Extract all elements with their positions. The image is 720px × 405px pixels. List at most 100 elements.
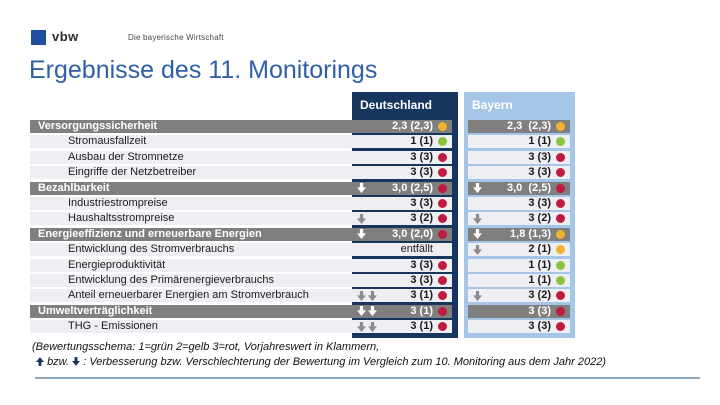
table-row: Industriestrompreise 3 (3) 3 (3) [30,196,575,210]
table-row: Ausbau der Stromnetze 3 (3) 3 (3) [30,150,575,164]
column-gap [452,259,468,272]
column-gap [452,166,468,179]
table-row: Entwicklung des Primärenergieverbrauchs 3… [30,273,575,287]
cell-value: 3 (3) [528,166,551,179]
cell-value: 3 (2) [528,289,551,302]
cell-deutschland: 3 (1) [352,289,452,303]
bottom-rule [35,377,700,379]
trend-arrows [357,229,366,240]
footnote-line2-rest: : Verbesserung bzw. Verschlechterung der… [83,356,606,368]
column-gap [452,305,468,318]
status-dot [438,183,447,193]
cell-value: 3 (2) [528,212,551,225]
cell-bayern: 3 (3) [468,166,570,180]
cell-value: 3 (3) [528,196,551,209]
trend-arrows [357,306,377,317]
cell-value: 3,0 (2,0) [392,227,433,240]
cell-value: 3 (3) [528,304,551,317]
vbw-logo-text: vbw [52,29,79,44]
status-dot [438,168,447,178]
trend-arrows [357,290,377,301]
column-gap [452,120,468,133]
column-header-bayern: Bayern [472,98,513,112]
cell-bayern: 3 (2) [468,289,570,303]
row-label: Ausbau der Stromnetze [30,150,352,164]
cell-bayern: 2,3 (2,3) [468,120,570,133]
cell-value: 3,0 (2,5) [392,181,433,194]
arrow-up-icon [36,357,44,366]
footnote-line1: (Bewertungsschema: 1=grün 2=gelb 3=rot, … [32,341,380,353]
trend-down-icon [368,321,377,332]
footnote: (Bewertungsschema: 1=grün 2=gelb 3=rot, … [32,340,606,370]
row-label: Energieproduktivität [30,258,352,272]
row-label: Anteil erneuerbarer Energien am Stromver… [30,289,352,303]
cell-deutschland: 3 (3) [352,258,452,272]
cell-value: 2,3 (2,3) [392,120,433,132]
status-dot [438,260,447,270]
trend-arrows [357,183,366,194]
table-row: Stromausfallzeit 1 (1) 1 (1) [30,135,575,149]
footnote-line2-mid: bzw. [47,356,70,368]
cell-value: 3 (3) [410,150,433,163]
column-gap [452,320,468,333]
cell-deutschland: 1 (1) [352,135,452,149]
cell-deutschland: 3 (2) [352,212,452,226]
cell-deutschland: 3 (3) [352,196,452,210]
trend-down-icon [357,321,366,332]
row-label: Energieeffizienz und erneuerbare Energie… [30,227,352,241]
cell-deutschland: entfällt [352,243,452,257]
cell-value: 3 (3) [528,320,551,333]
cell-bayern: 2 (1) [468,243,570,257]
cell-deutschland: 3,0 (2,5) [352,181,452,195]
status-dot [438,291,447,301]
monitoring-table: Deutschland Bayern Versorgungssicherheit… [30,92,575,338]
trend-down-icon [473,229,482,240]
status-dot [556,245,565,255]
status-dot [438,275,447,285]
column-gap [452,182,468,195]
trend-down-icon [473,183,482,194]
status-dot [556,322,565,332]
cell-value: 3 (3) [410,258,433,271]
trend-down-icon [368,306,377,317]
trend-arrows [473,183,482,194]
cell-value: 3,0 (2,5) [506,181,551,194]
cell-value: 3 (3) [410,166,433,179]
status-dot [556,198,565,208]
cell-bayern: 3 (3) [468,304,570,318]
trend-down-icon [357,213,366,224]
column-gap [452,274,468,287]
cell-value: 2 (1) [528,243,551,256]
vbw-logo [31,30,46,45]
column-header-deutschland: Deutschland [360,98,433,112]
arrow-down-icon [72,357,81,366]
cell-value: 2,3 (2,3) [506,120,551,132]
trend-down-icon [473,244,482,255]
trend-arrows [473,229,482,240]
status-dot [438,198,447,208]
cell-deutschland: 3 (1) [352,304,452,318]
status-dot [556,183,565,193]
cell-bayern: 3 (3) [468,150,570,164]
cell-value: 1 (1) [528,258,551,271]
trend-arrows [473,290,482,301]
cell-value: 1 (1) [410,135,433,148]
trend-down-icon [473,213,482,224]
table-rows: Versorgungssicherheit 2,3 (2,3) 2,3 (2,3) S… [30,120,575,335]
column-gap [452,135,468,148]
status-dot [438,152,447,162]
column-gap [452,212,468,225]
table-row: Versorgungssicherheit 2,3 (2,3) 2,3 (2,3) [30,120,575,133]
trend-arrows [473,213,482,224]
table-row: Haushaltsstrompreise 3 (2) 3 (2) [30,212,575,226]
row-label: Entwicklung des Stromverbrauchs [30,243,352,257]
cell-deutschland: 3,0 (2,0) [352,227,452,241]
cell-bayern: 1 (1) [468,273,570,287]
trend-down-icon [357,183,366,194]
cell-value: 3 (3) [410,273,433,286]
cell-bayern: 3 (2) [468,212,570,226]
cell-value: entfällt [400,243,433,256]
status-dot [556,152,565,162]
cell-value: 1 (1) [528,273,551,286]
cell-bayern: 3,0 (2,5) [468,181,570,195]
